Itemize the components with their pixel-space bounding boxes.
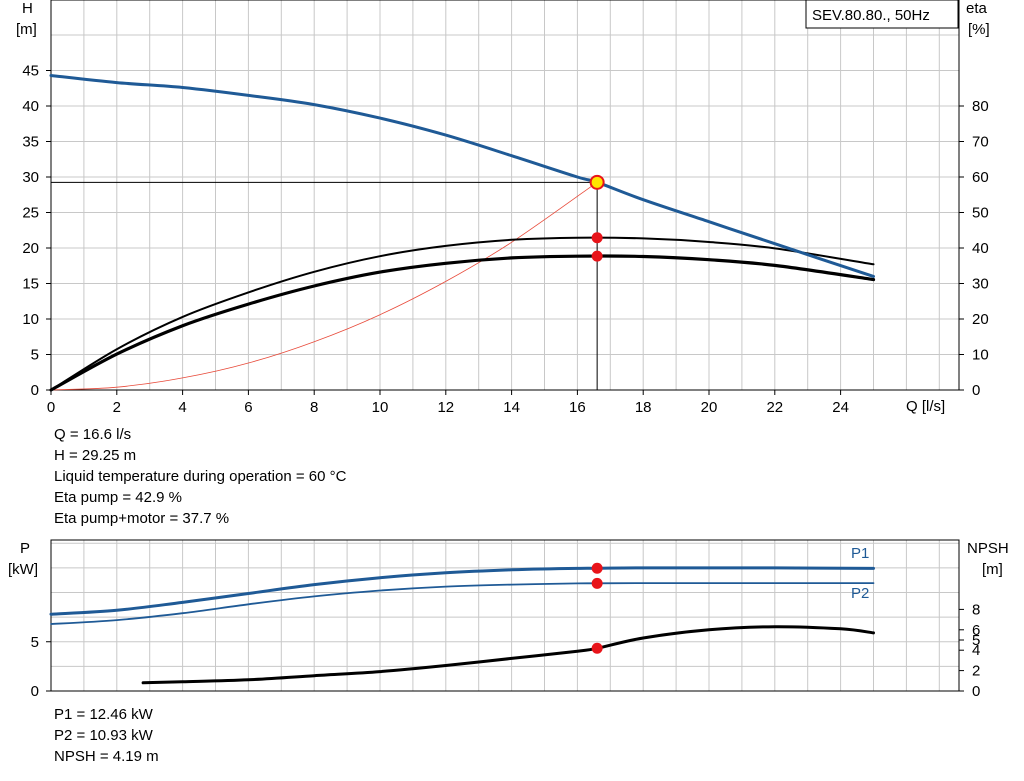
h-tick-label: 40 bbox=[22, 98, 39, 115]
x-tick-label: 20 bbox=[701, 399, 718, 416]
x-tick-label: 6 bbox=[244, 399, 252, 416]
p-tick-label: 5 bbox=[31, 634, 39, 651]
h-tick-label: 0 bbox=[31, 382, 39, 399]
system-curve bbox=[50, 181, 598, 391]
info-liquid-temperature: Liquid temperature during operation = 60… bbox=[54, 468, 347, 485]
info-eta-pump-motor: Eta pump+motor = 37.7 % bbox=[54, 510, 230, 527]
x-tick-label: 2 bbox=[113, 399, 121, 416]
title-text: SEV.80.80., 50Hz bbox=[812, 7, 930, 24]
npsh-tick-label: 6 bbox=[972, 622, 980, 639]
info-npsh: NPSH = 4.19 m bbox=[54, 748, 159, 765]
npsh-tick-label: 8 bbox=[972, 601, 980, 618]
x-axis-label: Q [l/s] bbox=[906, 398, 945, 415]
eta-tick-label: 70 bbox=[972, 134, 989, 151]
npsh-tick-label: 4 bbox=[972, 642, 980, 659]
bottom-chart-frame bbox=[50, 539, 960, 692]
eta-axis-unit: [%] bbox=[968, 21, 990, 38]
p1-curve bbox=[49, 566, 875, 616]
h-tick-label: 30 bbox=[22, 169, 39, 186]
h-tick-label: 10 bbox=[22, 311, 39, 328]
h-tick-label: 45 bbox=[22, 63, 39, 80]
top-chart-curves bbox=[49, 74, 876, 392]
x-tick-label: 8 bbox=[310, 399, 318, 416]
eta-pump-motor-operating-point bbox=[591, 250, 603, 262]
duty-point-marker bbox=[589, 174, 605, 190]
eta-pump-curve bbox=[50, 236, 875, 391]
p-axis-label: P bbox=[20, 540, 30, 557]
eta-tick-label: 30 bbox=[972, 276, 989, 293]
top-chart-frame bbox=[50, 0, 960, 391]
h-tick-label: 5 bbox=[31, 347, 39, 364]
p2-series-label: P2 bbox=[851, 585, 869, 602]
npsh-curve bbox=[141, 625, 875, 685]
x-tick-label: 14 bbox=[503, 399, 520, 416]
x-tick-label: 10 bbox=[372, 399, 389, 416]
x-tick-label: 12 bbox=[437, 399, 454, 416]
info-p1: P1 = 12.46 kW bbox=[54, 706, 153, 723]
power-npsh-info: P1 = 12.46 kW P2 = 10.93 kW NPSH = 4.19 … bbox=[54, 704, 159, 767]
x-tick-label: 24 bbox=[832, 399, 849, 416]
x-tick-label: 0 bbox=[47, 399, 55, 416]
p-axis-unit: [kW] bbox=[8, 561, 38, 578]
title-box bbox=[805, 0, 959, 29]
eta-tick-label: 60 bbox=[972, 169, 989, 186]
info-flow: Q = 16.6 l/s bbox=[54, 426, 132, 443]
npsh-operating-point bbox=[591, 642, 603, 654]
eta-tick-label: 10 bbox=[972, 347, 989, 364]
bottom-chart-curves bbox=[49, 562, 875, 685]
eta-tick-label: 50 bbox=[972, 205, 989, 222]
eta-tick-label: 40 bbox=[972, 240, 989, 257]
eta-tick-label: 80 bbox=[972, 98, 989, 115]
h-axis-unit: [m] bbox=[16, 21, 37, 38]
head-curve bbox=[49, 74, 875, 278]
info-eta-pump: Eta pump = 42.9 % bbox=[54, 489, 182, 506]
eta-pump-operating-point bbox=[591, 232, 603, 244]
x-tick-label: 18 bbox=[635, 399, 652, 416]
eta-tick-label: 0 bbox=[972, 382, 980, 399]
top-chart-grid bbox=[51, 0, 959, 390]
npsh-axis-unit: [m] bbox=[982, 561, 1003, 578]
eta-axis-label: eta bbox=[966, 0, 988, 17]
x-tick-label: 4 bbox=[178, 399, 186, 416]
operating-point-info: Q = 16.6 l/s H = 29.25 m Liquid temperat… bbox=[54, 424, 346, 529]
h-tick-label: 25 bbox=[22, 205, 39, 222]
p1-operating-point bbox=[591, 562, 603, 574]
h-axis-label: H bbox=[22, 0, 33, 17]
npsh-tick-label: 2 bbox=[972, 663, 980, 680]
bottom-chart-grid bbox=[51, 540, 959, 691]
npsh-tick-label: 5 bbox=[972, 632, 980, 649]
eta-pump-motor-curve bbox=[49, 254, 876, 392]
npsh-tick-label: 0 bbox=[972, 683, 980, 700]
p2-curve bbox=[50, 582, 875, 625]
p1-series-label: P1 bbox=[851, 545, 869, 562]
h-tick-label: 15 bbox=[22, 276, 39, 293]
p2-operating-point bbox=[591, 577, 603, 589]
info-head: H = 29.25 m bbox=[54, 447, 137, 464]
x-tick-label: 22 bbox=[766, 399, 783, 416]
p-tick-label: 0 bbox=[31, 683, 39, 700]
npsh-axis-label: NPSH bbox=[967, 540, 1009, 557]
eta-tick-label: 20 bbox=[972, 311, 989, 328]
h-tick-label: 20 bbox=[22, 240, 39, 257]
top-chart-ticks: 0 2 4 6 8 10 12 14 16 18 20 22 240510152025303540450… bbox=[22, 63, 988, 417]
info-p2: P2 = 10.93 kW bbox=[54, 727, 153, 744]
x-tick-label: 16 bbox=[569, 399, 586, 416]
h-tick-label: 35 bbox=[22, 134, 39, 151]
